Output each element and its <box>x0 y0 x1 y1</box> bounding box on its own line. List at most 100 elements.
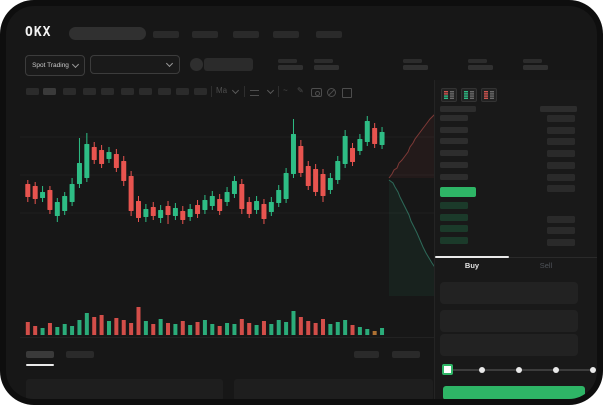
volume-bar <box>247 323 252 335</box>
stat-value-placeholder <box>278 65 303 70</box>
bottom-panel-placeholder[interactable] <box>234 379 433 399</box>
bid-price-bar[interactable] <box>440 213 468 221</box>
pair-selector-dropdown[interactable] <box>90 55 180 74</box>
ask-price-bar[interactable] <box>440 150 468 157</box>
bid-price-bar[interactable] <box>440 202 468 209</box>
ask-price-bar[interactable] <box>440 115 468 121</box>
stat-label-placeholder <box>403 59 422 63</box>
buy-tab[interactable]: Buy <box>464 261 480 270</box>
timeframe-button[interactable] <box>176 88 189 95</box>
volume-bar <box>151 324 156 335</box>
ask-amount-bar[interactable] <box>547 126 575 134</box>
candle-body <box>254 201 260 210</box>
timeframe-button[interactable] <box>26 88 39 95</box>
volume-bar <box>350 325 355 335</box>
bottom-tab-placeholder[interactable] <box>26 351 54 358</box>
stat-label-placeholder <box>468 59 487 63</box>
candle-body <box>106 152 112 159</box>
timeframe-button[interactable] <box>121 88 134 95</box>
search-input[interactable] <box>69 27 146 40</box>
sell-tab[interactable]: Sell <box>539 261 553 270</box>
slider-stop-dot[interactable] <box>479 367 485 373</box>
bottom-control-placeholder[interactable] <box>392 351 420 358</box>
order-form-field[interactable] <box>440 334 578 356</box>
last-price-indicator[interactable] <box>440 187 476 197</box>
bids-only-view-icon[interactable] <box>461 88 477 102</box>
volume-bar <box>276 320 281 335</box>
asks-only-view-icon[interactable] <box>481 88 497 102</box>
volume-bar <box>99 315 104 335</box>
nav-item-placeholder[interactable] <box>273 31 299 38</box>
ma-indicator-icon[interactable]: Ma <box>216 86 228 95</box>
slider-stop-dot[interactable] <box>590 367 596 373</box>
buy-submit-button[interactable] <box>443 386 585 399</box>
candle-body <box>290 134 296 174</box>
candle-body <box>335 161 341 180</box>
candle-body <box>283 173 289 199</box>
line-type-icon[interactable]: ~ <box>283 86 288 95</box>
ask-amount-bar[interactable] <box>547 161 575 169</box>
ask-price-bar[interactable] <box>440 126 468 133</box>
bottom-panel-placeholder[interactable] <box>26 379 223 399</box>
bid-amount-bar[interactable] <box>547 215 575 223</box>
active-tab-underline <box>435 256 509 258</box>
volume-bar <box>136 307 141 335</box>
candle-body <box>54 202 60 216</box>
volume-bar <box>328 324 333 335</box>
ask-amount-bar[interactable] <box>547 115 575 122</box>
camera-icon[interactable] <box>311 88 322 97</box>
okx-logo[interactable]: OKX <box>25 25 52 40</box>
bid-amount-bar[interactable] <box>547 227 575 235</box>
price-chart[interactable] <box>6 6 597 399</box>
timeframe-button[interactable] <box>101 88 114 95</box>
timeframe-button[interactable] <box>63 88 76 95</box>
ask-amount-bar[interactable] <box>547 173 575 181</box>
candle-body <box>320 174 326 196</box>
market-type-dropdown[interactable]: Spot Trading <box>25 55 85 76</box>
fullscreen-icon[interactable] <box>342 88 352 98</box>
volume-bar <box>195 322 200 335</box>
ask-price-bar[interactable] <box>440 161 468 168</box>
timeframe-button[interactable] <box>158 88 171 95</box>
nav-item-placeholder[interactable] <box>316 31 342 38</box>
timeframe-button[interactable] <box>139 88 152 95</box>
hide-drawings-icon[interactable] <box>327 88 336 97</box>
ask-price-bar[interactable] <box>440 138 468 145</box>
nav-item-placeholder[interactable] <box>233 31 259 38</box>
slider-stop-dot[interactable] <box>516 367 522 373</box>
volume-bar <box>92 317 97 335</box>
timeframe-button[interactable] <box>83 88 96 95</box>
bid-price-bar[interactable] <box>440 236 468 244</box>
candle-body <box>69 184 75 202</box>
volume-bar <box>40 328 45 335</box>
bid-price-bar[interactable] <box>440 225 468 233</box>
candle-body <box>113 154 119 168</box>
bottom-control-placeholder[interactable] <box>354 351 379 358</box>
nav-item-placeholder[interactable] <box>153 31 179 38</box>
ask-price-bar[interactable] <box>440 173 468 180</box>
order-form-field[interactable] <box>440 310 578 332</box>
draw-tool-icon[interactable]: ✎ <box>297 86 304 95</box>
bottom-tab-placeholder[interactable] <box>66 351 94 358</box>
volume-bar <box>55 327 60 335</box>
fx-indicator-icon[interactable] <box>250 90 259 96</box>
bid-amount-bar[interactable] <box>547 238 575 246</box>
trade-panel: Buy Sell <box>434 80 597 399</box>
candle-body <box>25 184 31 197</box>
ask-amount-bar[interactable] <box>547 185 575 193</box>
combined-book-view-icon[interactable] <box>441 88 457 102</box>
volume-bar <box>114 318 119 335</box>
candle-body <box>350 148 356 162</box>
ask-amount-bar[interactable] <box>547 150 575 158</box>
timeframe-button[interactable] <box>43 88 56 95</box>
slider-handle[interactable] <box>442 364 453 375</box>
stat-label-placeholder <box>523 59 542 63</box>
slider-stop-dot[interactable] <box>553 367 559 373</box>
timeframe-button[interactable] <box>194 88 207 95</box>
volume-bar <box>33 326 38 335</box>
nav-item-placeholder[interactable] <box>192 31 218 38</box>
volume-bar <box>298 317 303 335</box>
order-form-field[interactable] <box>440 282 578 304</box>
candle-body <box>143 209 149 217</box>
ask-amount-bar[interactable] <box>547 138 575 146</box>
